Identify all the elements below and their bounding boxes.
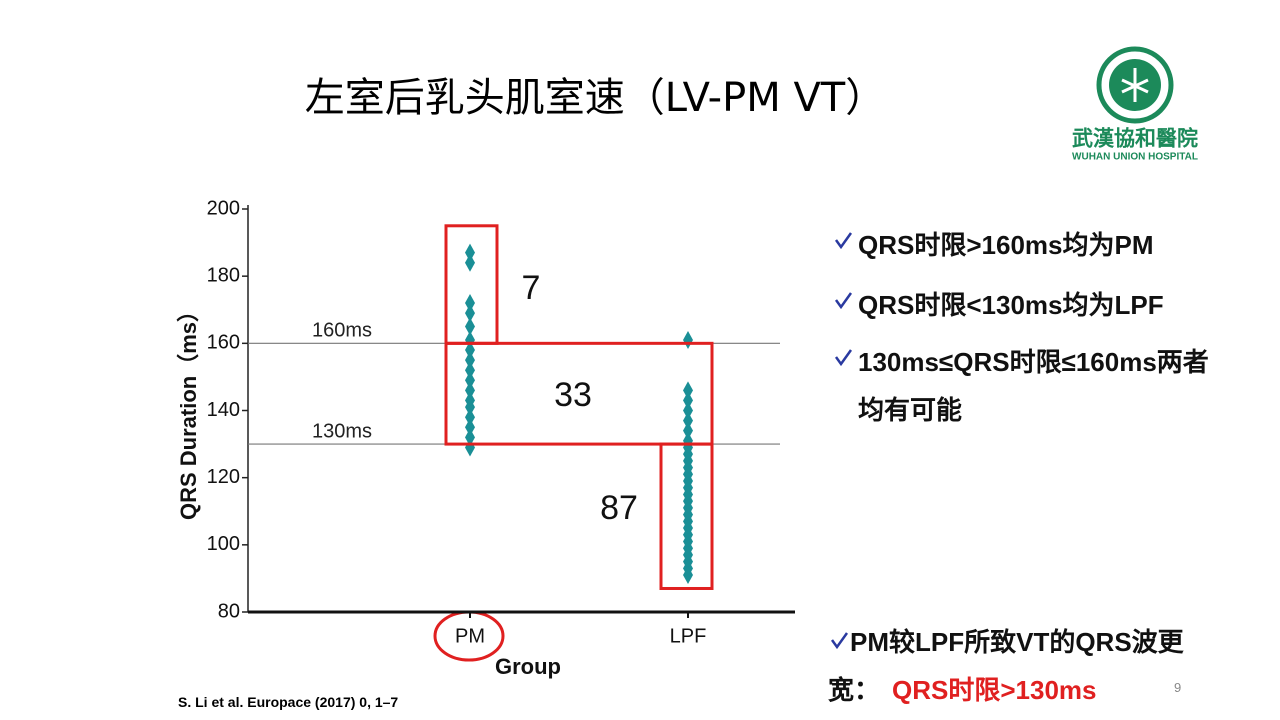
reference-label: 130ms xyxy=(312,420,372,442)
point xyxy=(465,351,475,370)
point xyxy=(465,418,475,437)
y-tick-label: 80 xyxy=(218,600,240,622)
page-number: 9 xyxy=(1174,680,1182,695)
point xyxy=(683,401,693,420)
point xyxy=(465,361,475,380)
region-count: 33 xyxy=(554,376,592,414)
point xyxy=(465,381,475,400)
region-count: 7 xyxy=(522,269,541,307)
point xyxy=(465,341,475,360)
y-tick-label: 200 xyxy=(207,197,240,219)
reference-label: 160ms xyxy=(312,320,372,342)
region-box xyxy=(444,341,714,446)
point xyxy=(683,421,693,440)
y-tick-label: 160 xyxy=(207,332,240,354)
bullet: 130ms≤QRS时限≤160ms两者均有可能 xyxy=(858,347,1209,425)
point xyxy=(683,566,693,585)
point xyxy=(465,294,475,313)
citation: S. Li et al. Europace (2017) 0, 1–7 xyxy=(178,694,399,710)
y-tick-label: 180 xyxy=(207,264,240,286)
slide-title: 左室后乳头肌室速（LV-PM VT） xyxy=(305,75,886,121)
y-axis-title: QRS Duration（ms） xyxy=(176,300,201,520)
region-box xyxy=(659,442,714,590)
point xyxy=(465,408,475,427)
region-count: 87 xyxy=(600,489,638,527)
logo-english: WUHAN UNION HOSPITAL xyxy=(1072,152,1198,163)
x-tick-label: LPF xyxy=(670,625,707,647)
point xyxy=(683,411,693,430)
point xyxy=(465,253,475,272)
logo-emblem xyxy=(1096,46,1174,124)
conclusion: PM较LPF所致VT的QRS波更宽： QRS时限>130ms xyxy=(828,618,1208,714)
point xyxy=(465,428,475,447)
y-tick-label: 140 xyxy=(207,399,240,421)
point xyxy=(683,391,693,410)
y-tick-label: 100 xyxy=(207,533,240,555)
point xyxy=(683,330,693,349)
conclusion-text: PM较LPF所致VT的QRS波更宽： xyxy=(828,627,1184,705)
point xyxy=(465,243,475,262)
logo-name: 武漢協和醫院 xyxy=(1072,127,1198,151)
point xyxy=(465,371,475,390)
point xyxy=(465,304,475,323)
point xyxy=(465,317,475,336)
point xyxy=(465,398,475,417)
point xyxy=(683,381,693,400)
checkmarks xyxy=(830,232,853,650)
x-axis-title: Group xyxy=(495,654,561,679)
point xyxy=(465,438,475,457)
bullet: QRS时限>160ms均为PM xyxy=(858,230,1154,260)
conclusion-highlight: QRS时限>130ms xyxy=(892,675,1097,705)
x-tick-label: PM xyxy=(455,625,485,647)
bullet: QRS时限<130ms均为LPF xyxy=(858,290,1164,320)
y-tick-label: 120 xyxy=(207,466,240,488)
